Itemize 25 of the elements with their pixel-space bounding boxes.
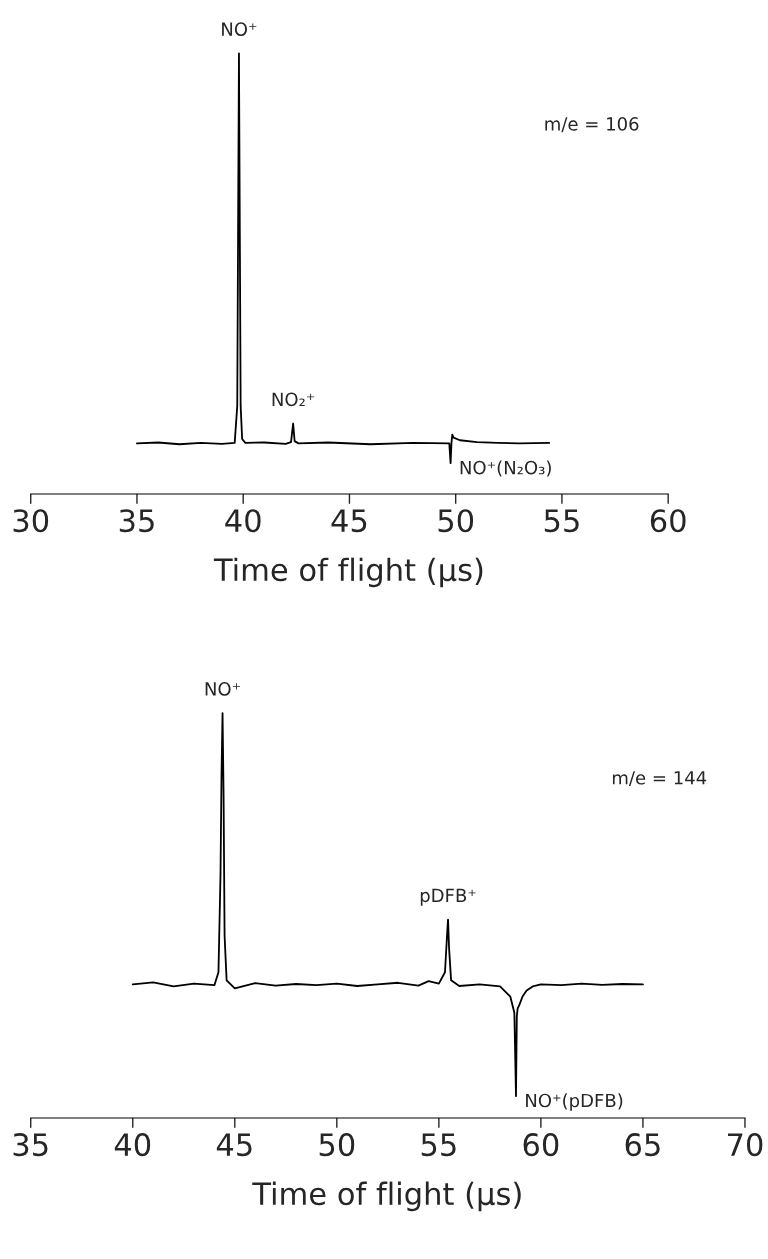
annotation: m/e = 106 — [545, 117, 639, 133]
x-tick-label: 55 — [421, 1133, 456, 1157]
annotation: pDFB⁺ — [420, 888, 476, 906]
x-tick-label: 40 — [225, 509, 261, 533]
x-tick-label: 60 — [523, 1133, 559, 1157]
annotation: NO⁺(N₂O₃) — [460, 460, 551, 477]
x-tick-label: 30 — [13, 509, 49, 533]
annotation: NO₂⁺ — [272, 392, 315, 407]
x-tick-label: 45 — [216, 1133, 252, 1157]
x-tick-label: 45 — [331, 509, 367, 533]
annotation: NO⁺ — [222, 22, 257, 36]
x-tick-label: 55 — [544, 509, 579, 533]
x-axis-title: Time of flight (μs) — [252, 1181, 521, 1212]
x-tick-label: 40 — [114, 1133, 151, 1157]
x-tick-label: 35 — [13, 1133, 48, 1157]
annotation: m/e = 144 — [612, 771, 707, 787]
x-axis-title: Time of flight (μs) — [213, 557, 483, 588]
x-tick-label: 60 — [650, 509, 686, 533]
x-tick-label: 70 — [728, 1133, 763, 1157]
annotation: NO⁺(pDFB) — [526, 1093, 623, 1111]
x-tick-label: 35 — [119, 509, 154, 533]
x-tick-label: 65 — [625, 1133, 660, 1157]
x-tick-label: 50 — [438, 509, 474, 533]
x-tick-label: 50 — [319, 1133, 355, 1157]
annotation: NO⁺ — [205, 682, 240, 696]
